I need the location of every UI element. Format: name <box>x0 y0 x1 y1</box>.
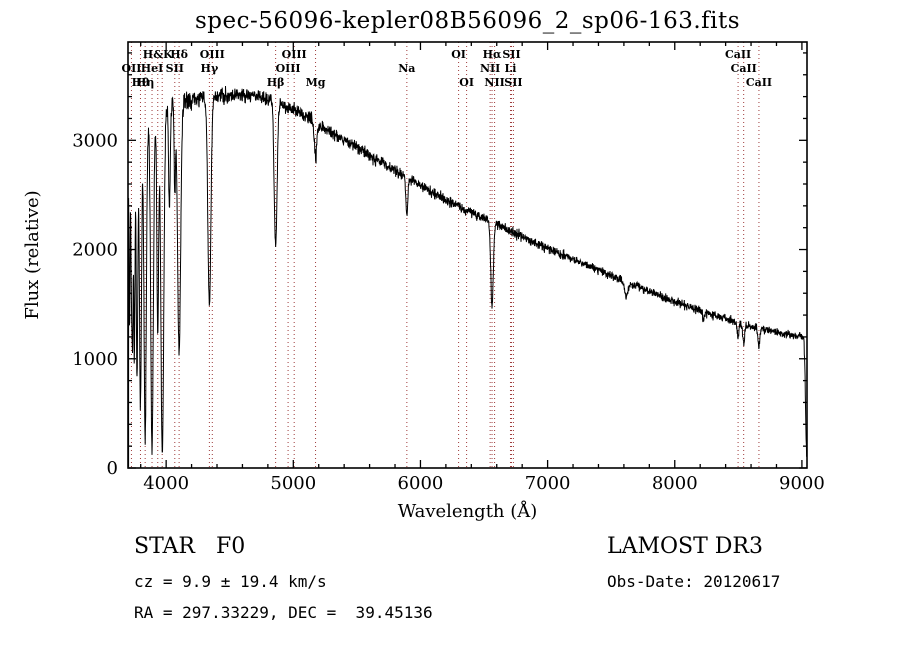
marker-label: H&K <box>143 48 173 61</box>
x-axis-label: Wavelength (Å) <box>398 500 538 522</box>
marker-label: Hα <box>483 48 502 61</box>
tick-labels: 4000 5000 6000 7000 8000 9000 0 1000 2000 3000 <box>72 130 825 494</box>
spectral-line-markers <box>130 42 760 468</box>
marker-label: OI <box>451 48 466 61</box>
y-tick-label: 2000 <box>72 240 118 261</box>
x-tick-label: 7000 <box>525 473 571 494</box>
marker-label: SII <box>166 62 184 75</box>
cz-value: cz = 9.9 ± 19.4 km/s <box>134 572 327 591</box>
axis-ticks <box>128 42 807 469</box>
marker-label: SII <box>502 48 520 61</box>
obs-date: Obs-Date: 20120617 <box>607 572 781 591</box>
x-tick-label: 8000 <box>652 473 698 494</box>
marker-label: CaII <box>725 48 751 61</box>
x-tick-label: 6000 <box>398 473 444 494</box>
axes-box <box>127 41 808 469</box>
marker-label: Li <box>505 62 517 75</box>
marker-label: Hβ <box>267 76 285 89</box>
marker-label: OI <box>459 76 474 89</box>
spectral-line-labels: OIIHθHηHeIH&KSIIHδHγOIIIHβOIIIOIIIMgNaOI… <box>121 48 772 89</box>
marker-label: NII <box>484 76 504 89</box>
ra-dec-value: RA = 297.33229, DEC = 39.45136 <box>134 603 433 622</box>
y-tick-label: 1000 <box>72 349 118 370</box>
marker-label: CaII <box>746 76 772 89</box>
x-tick-label: 5000 <box>270 473 316 494</box>
marker-label: Hγ <box>201 62 219 75</box>
marker-label: OII <box>121 62 141 75</box>
marker-label: SII <box>504 76 522 89</box>
marker-label: NII <box>480 62 500 75</box>
classification-label: STAR F0 <box>134 534 246 559</box>
marker-label: Hη <box>136 76 154 89</box>
y-tick-label: 3000 <box>72 130 118 151</box>
marker-label: Hθ <box>132 76 150 89</box>
y-tick-label: 0 <box>107 458 118 479</box>
marker-label: OIII <box>276 62 301 75</box>
plot-title: spec-56096-kepler08B56096_2_sp06-163.fit… <box>194 8 741 34</box>
marker-label: OIII <box>282 48 307 61</box>
x-tick-label: 9000 <box>779 473 825 494</box>
marker-label: HeI <box>141 62 164 75</box>
marker-label: Hδ <box>170 48 188 61</box>
survey-label: LAMOST DR3 <box>607 534 763 559</box>
marker-label: OIII <box>200 48 225 61</box>
marker-label: CaII <box>731 62 757 75</box>
y-axis-label: Flux (relative) <box>22 190 43 319</box>
marker-label: Mg <box>306 76 326 89</box>
marker-label: Na <box>398 62 415 75</box>
x-tick-label: 4000 <box>143 473 189 494</box>
spectrum-trace <box>128 85 808 467</box>
